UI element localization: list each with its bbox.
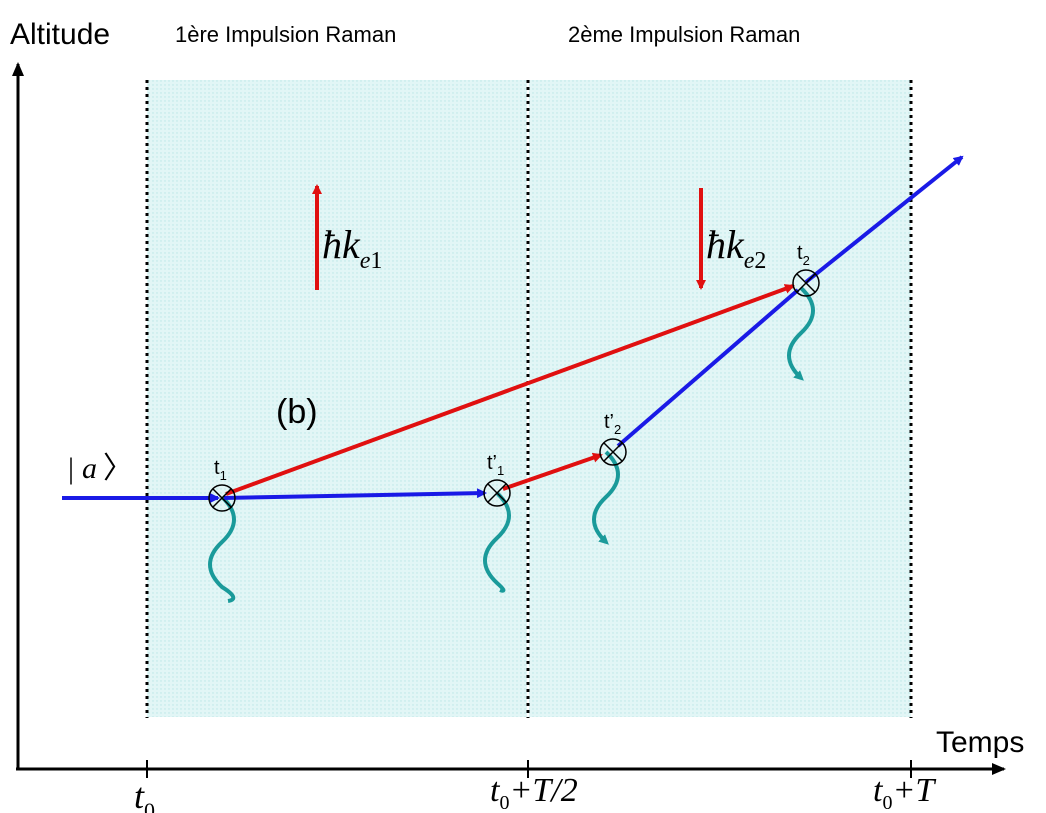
tick-label-t0: t0 [134,776,155,813]
event-label-t1: t1 [214,457,227,483]
momentum-label-2: ħke2 [706,222,766,274]
y-axis-title: Altitude [10,18,110,51]
upper-path-segment [225,284,795,496]
deflected-path-t2p [616,288,800,448]
second-pulse-region [529,80,911,717]
outgoing-path [804,155,964,284]
path-label: (b) [276,393,318,431]
photon-emission-t1p [483,491,511,593]
first-pulse-label: 1ère Impulsion Raman [175,22,396,47]
event-label-t2p: t’2 [604,411,621,437]
lower-kick-segment [502,452,603,491]
lower-path-segment [223,488,487,500]
momentum-label-1: ħke1 [322,222,382,274]
event-label-t2: t2 [797,242,810,268]
photon-emission-t2 [787,286,815,381]
event-label-t1p: t’1 [487,452,504,478]
tick-label-mid: t0+T/2 [490,772,578,813]
initial-state-ket: | a 〉 [68,452,133,485]
second-pulse-label: 2ème Impulsion Raman [568,22,800,47]
tick-label-end: t0+T [873,772,936,813]
event-marker-t2p [599,438,627,466]
event-marker-t2 [792,269,820,297]
event-marker-t1p [483,479,511,507]
event-marker-t1 [208,484,236,512]
x-axis-title: Temps [936,726,1024,759]
first-pulse-region [147,80,527,717]
photon-emission-t1 [208,495,236,603]
